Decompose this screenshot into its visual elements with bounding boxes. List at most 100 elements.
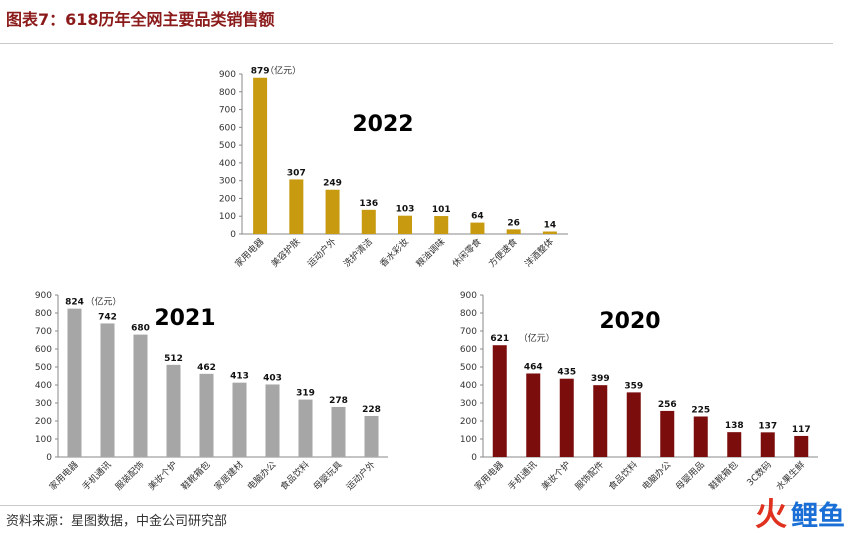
bar [626, 392, 641, 457]
category-label: 粮油调味 [413, 236, 447, 270]
value-label: 464 [524, 362, 543, 372]
unit-label: （亿元） [85, 296, 121, 308]
category-label: 服饰配件 [572, 459, 606, 493]
category-label: 洋酒整体 [522, 236, 556, 270]
value-label: 14 [544, 221, 557, 231]
y-tick-label: 700 [460, 327, 477, 337]
category-label: 美妆个护 [146, 459, 180, 493]
value-label: 742 [98, 312, 117, 322]
bar [794, 435, 809, 457]
chart-2020: 0 100 200 300 400 500 600 700 800 900 621 （亿元） 家用电器 4… [460, 291, 818, 493]
y-tick-label: 300 [219, 177, 236, 187]
bar [760, 432, 775, 457]
category-label: 家用电器 [47, 459, 81, 493]
y-tick-label: 500 [35, 363, 52, 373]
value-label: 137 [758, 421, 777, 431]
bar [559, 378, 574, 457]
y-tick-label: 0 [230, 230, 236, 240]
category-label: 方便速食 [486, 236, 520, 270]
value-label: 117 [792, 425, 811, 435]
y-tick-label: 600 [35, 345, 52, 355]
value-label: 307 [287, 168, 306, 178]
category-label: 运动户外 [305, 236, 339, 270]
y-tick-label: 900 [460, 291, 477, 301]
y-tick-label: 0 [46, 453, 52, 463]
bar [361, 209, 376, 234]
category-label: 鞋靴箱包 [179, 459, 213, 493]
category-label: 食品饮料 [606, 459, 640, 493]
category-label: 电脑办公 [245, 459, 279, 493]
chart-2021: 0 100 200 300 400 500 600 700 800 900 824 （亿元） 家用电器 7… [35, 291, 388, 493]
value-label: 26 [507, 218, 520, 228]
category-label: 鞋靴箱包 [706, 459, 740, 493]
y-tick-label: 400 [460, 381, 477, 391]
category-label: 休闲零食 [450, 236, 484, 270]
value-label: 824 [65, 298, 84, 308]
category-label: 手机通讯 [505, 459, 539, 493]
y-tick-label: 300 [460, 399, 477, 409]
value-label: 101 [432, 205, 451, 215]
y-tick-label: 400 [35, 381, 52, 391]
value-label: 64 [471, 212, 484, 222]
source-note: 资料来源：星图数据，中金公司研究部 [6, 514, 228, 529]
bar [660, 410, 675, 457]
y-tick-label: 100 [460, 435, 477, 445]
bar [434, 216, 449, 234]
y-tick-label: 300 [35, 399, 52, 409]
bar [265, 384, 280, 457]
y-tick-label: 100 [219, 212, 236, 222]
y-tick-label: 200 [460, 417, 477, 427]
bar [693, 416, 708, 457]
y-tick-label: 500 [219, 141, 236, 151]
y-tick-label: 600 [219, 123, 236, 133]
value-label: 225 [691, 406, 710, 416]
category-label: 洗护清洁 [341, 236, 375, 270]
bar [506, 229, 521, 234]
bar [289, 179, 304, 234]
bar [727, 432, 742, 457]
category-label: 水果生鲜 [773, 459, 807, 493]
bar [166, 364, 181, 457]
category-label: 3C数码 [744, 459, 774, 489]
value-label: 228 [362, 405, 381, 415]
value-label: 103 [396, 205, 415, 215]
y-tick-label: 400 [219, 159, 236, 169]
bar [253, 77, 268, 234]
year-label: 2021 [154, 306, 215, 331]
value-label: 138 [725, 421, 744, 431]
footer-divider [0, 505, 833, 506]
category-label: 家用电器 [232, 236, 266, 270]
watermark-text: 鲤鱼 [791, 501, 845, 532]
value-label: 462 [197, 363, 216, 373]
y-tick-label: 800 [35, 309, 52, 319]
value-label: 512 [164, 354, 183, 364]
bar [199, 373, 214, 457]
category-label: 电脑办公 [639, 459, 673, 493]
category-label: 母婴用品 [674, 459, 707, 492]
category-label: 家居建材 [212, 459, 246, 493]
bar [67, 308, 82, 457]
bar [298, 399, 313, 457]
bar [526, 373, 541, 457]
value-label: 319 [296, 389, 315, 399]
unit-label: （亿元） [265, 65, 301, 77]
category-label: 母婴玩具 [311, 459, 344, 492]
value-label: 278 [329, 396, 348, 406]
category-label: 香水彩妆 [377, 236, 411, 270]
y-tick-label: 100 [35, 435, 52, 445]
page-title: 图表7：618历年全网主要品类销售额 [6, 10, 275, 29]
bar [364, 415, 379, 457]
value-label: 359 [624, 381, 643, 391]
value-label: 249 [323, 179, 342, 189]
value-label: 399 [591, 374, 610, 384]
category-label: 手机通讯 [80, 459, 114, 493]
value-label: 403 [263, 373, 282, 383]
y-tick-label: 900 [219, 70, 236, 80]
bar [398, 215, 412, 234]
bar [325, 189, 340, 234]
category-label: 美妆个护 [539, 459, 573, 493]
year-label: 2020 [599, 309, 660, 334]
value-label: 256 [658, 400, 677, 410]
bar [100, 323, 115, 457]
y-tick-label: 700 [35, 327, 52, 337]
